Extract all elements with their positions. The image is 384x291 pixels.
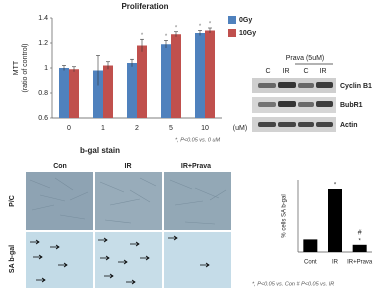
x-tick-label: 0: [67, 125, 71, 132]
cell-texture: [29, 177, 227, 225]
significance-marker: *: [358, 238, 361, 244]
bar: [328, 189, 342, 252]
y-tick-label: 0.8: [38, 90, 48, 97]
protein-label: Cyclin B1: [340, 83, 372, 90]
bar: [205, 30, 215, 118]
protein-label: Actin: [340, 122, 358, 129]
lane-label: IR: [283, 68, 290, 75]
bar: [127, 63, 137, 118]
lane-label: C: [265, 68, 270, 75]
column-label: Con: [53, 163, 67, 170]
y-axis-label: MTT: [13, 60, 20, 75]
significance-marker: *: [175, 25, 178, 31]
y-tick-label: 1.4: [38, 15, 48, 22]
protein-label: BubR1: [340, 102, 363, 109]
bar: [93, 70, 103, 118]
micrograph: [26, 232, 93, 288]
stain-title: b-gal stain: [80, 146, 120, 155]
significance-marker: *: [141, 33, 144, 39]
row-label: SA b-gal: [9, 245, 16, 273]
significance-marker: *: [165, 34, 168, 40]
arrows: [30, 235, 210, 285]
micrograph: [26, 172, 93, 230]
significance-marker: *: [199, 24, 202, 30]
row-label: P/C: [9, 195, 16, 207]
western-blot: Prava (5uM) C IR C IR Cyclin B1 BubR1 Ac…: [252, 55, 372, 132]
legend-swatch: [228, 16, 236, 24]
bar: [161, 44, 171, 118]
bar: [59, 68, 69, 118]
micrograph: [164, 232, 231, 288]
x-tick-label: 2: [135, 125, 139, 132]
x-axis-label: (uM): [233, 125, 247, 132]
column-label: IR+Prava: [181, 163, 211, 170]
column-label: IR: [125, 163, 132, 170]
bar: [303, 239, 318, 252]
lane-label: IR: [320, 68, 327, 75]
x-tick-label: 10: [201, 125, 209, 132]
y-tick-label: 1.2: [38, 40, 48, 47]
legend-swatch: [228, 29, 236, 37]
y-tick-label: 1: [44, 65, 48, 72]
significance-marker: *: [209, 22, 212, 28]
lane-label: C: [303, 68, 308, 75]
stain-panel: b-gal stain Con IR IR+Prava P/C SA b-gal: [9, 146, 231, 288]
x-tick-label: IR+Prava: [347, 260, 373, 266]
x-tick-label: Cont: [304, 260, 317, 266]
chart-title: Proliferation: [121, 2, 168, 11]
bands: [258, 82, 333, 127]
bar: [137, 45, 147, 118]
y-axis-label: (ratio of control): [22, 43, 29, 92]
bar: [69, 69, 79, 118]
bar: [352, 244, 367, 252]
y-axis-label: % cells SA b-gal: [282, 194, 288, 237]
bar: [103, 65, 113, 118]
significance-marker: #: [358, 230, 362, 237]
x-tick-label: 5: [169, 125, 173, 132]
legend-label: 10Gy: [239, 30, 256, 37]
footnote: *, P<0.05 vs. 0 uM: [175, 137, 221, 143]
bar: [195, 33, 205, 118]
x-tick-label: IR: [332, 260, 339, 266]
y-tick-label: 0.6: [38, 115, 48, 122]
micrograph: [164, 172, 231, 230]
footnote: *, P<0.05 vs. Con # P<0.05 vs. IR: [252, 281, 334, 287]
x-tick-label: 1: [101, 125, 105, 132]
significance-marker: *: [334, 183, 337, 189]
legend-label: 0Gy: [239, 17, 252, 24]
bar: [171, 34, 181, 118]
blot-treatment: Prava (5uM): [286, 55, 325, 62]
